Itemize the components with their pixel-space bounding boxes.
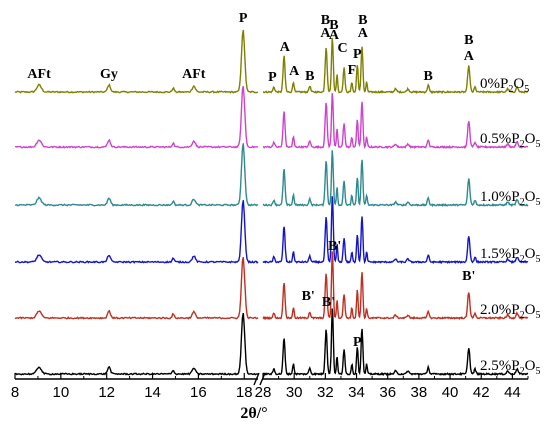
x-axis-title: 2θ/°: [240, 405, 267, 422]
peak-label-4: P: [268, 70, 277, 85]
series-curve-5-seg-0: [15, 312, 259, 376]
series-label-4: 2.0%P2O5: [480, 302, 540, 321]
x-tick-label-32: 32: [317, 384, 334, 401]
x-tick-label-12: 12: [98, 384, 115, 401]
peak-label-9: A: [320, 26, 331, 41]
series-curve-4-seg-1: [262, 251, 529, 321]
peak-label-12: C: [337, 41, 347, 56]
peak-label-5: A: [280, 40, 291, 55]
x-tick-label-42: 42: [473, 384, 490, 401]
x-tick-label-8: 8: [11, 384, 19, 401]
x-tick-label-18: 18: [236, 384, 253, 401]
peak-label-16: A: [358, 26, 369, 41]
peak-label-13: F: [348, 63, 357, 78]
peak-label-24: P: [353, 335, 362, 350]
x-tick-label-40: 40: [442, 384, 459, 401]
series-curve-1-seg-0: [14, 86, 259, 149]
x-tick-label-38: 38: [411, 384, 428, 401]
peak-label-19: A: [464, 49, 475, 64]
peak-label-0: AFt: [27, 67, 51, 82]
series-curve-5-seg-1: [262, 308, 529, 377]
series-label-5: 2.5%P2O5: [480, 358, 540, 377]
x-tick-label-36: 36: [379, 384, 396, 401]
x-tick-label-10: 10: [53, 384, 70, 401]
series-label-3: 1.5%P2O5: [480, 246, 540, 265]
series-curve-3-seg-1: [262, 196, 529, 265]
x-tick-label-34: 34: [348, 384, 365, 401]
x-tick-label-28: 28: [255, 384, 272, 401]
series-label-0: 0%P2O5: [480, 76, 529, 95]
peak-label-8: B: [321, 13, 330, 28]
peak-label-2: AFt: [182, 67, 206, 82]
peak-label-7: B: [305, 69, 314, 84]
peak-label-20: B': [328, 239, 341, 254]
series-curve-0-seg-1: [263, 37, 529, 95]
x-axis: 8 10 12 14 16 18 28 30 32 34 36 38 40 42 44: [11, 372, 529, 401]
peak-label-22: B': [302, 289, 315, 304]
x-tick-label-14: 14: [144, 384, 161, 401]
peak-label-21: B': [322, 295, 335, 310]
peak-label-10: B: [329, 18, 338, 33]
xrd-curves: [14, 29, 529, 377]
series-curve-3-seg-0: [14, 200, 259, 264]
x-tick-label-44: 44: [504, 384, 521, 401]
series-curve-2-seg-1: [262, 150, 529, 208]
peak-label-17: B: [424, 69, 433, 84]
series-label-1: 0.5%P2O5: [480, 131, 540, 150]
series-curve-0-seg-0: [14, 29, 259, 94]
peak-label-18: B: [464, 33, 473, 48]
series-curve-4-seg-0: [14, 257, 259, 320]
series-labels: 0%P2O5 0.5%P2O5 1.0%P2O5 1.5%P2O5 2.0%P2O5 2.…: [480, 76, 540, 377]
series-curve-2-seg-0: [14, 143, 259, 207]
x-tick-label-16: 16: [190, 384, 207, 401]
peak-label-14: P: [353, 47, 362, 62]
peak-label-15: B: [358, 13, 367, 28]
peak-label-11: A: [329, 28, 340, 43]
x-tick-label-30: 30: [286, 384, 303, 401]
series-label-2: 1.0%P2O5: [480, 189, 540, 208]
peak-label-6: A: [289, 64, 300, 79]
axis-break-mark-1: [253, 372, 260, 386]
peak-label-3: P: [239, 11, 248, 26]
series-curve-1-seg-1: [262, 93, 528, 150]
peak-label-23: B': [462, 269, 475, 284]
peak-label-1: Gy: [100, 67, 118, 82]
